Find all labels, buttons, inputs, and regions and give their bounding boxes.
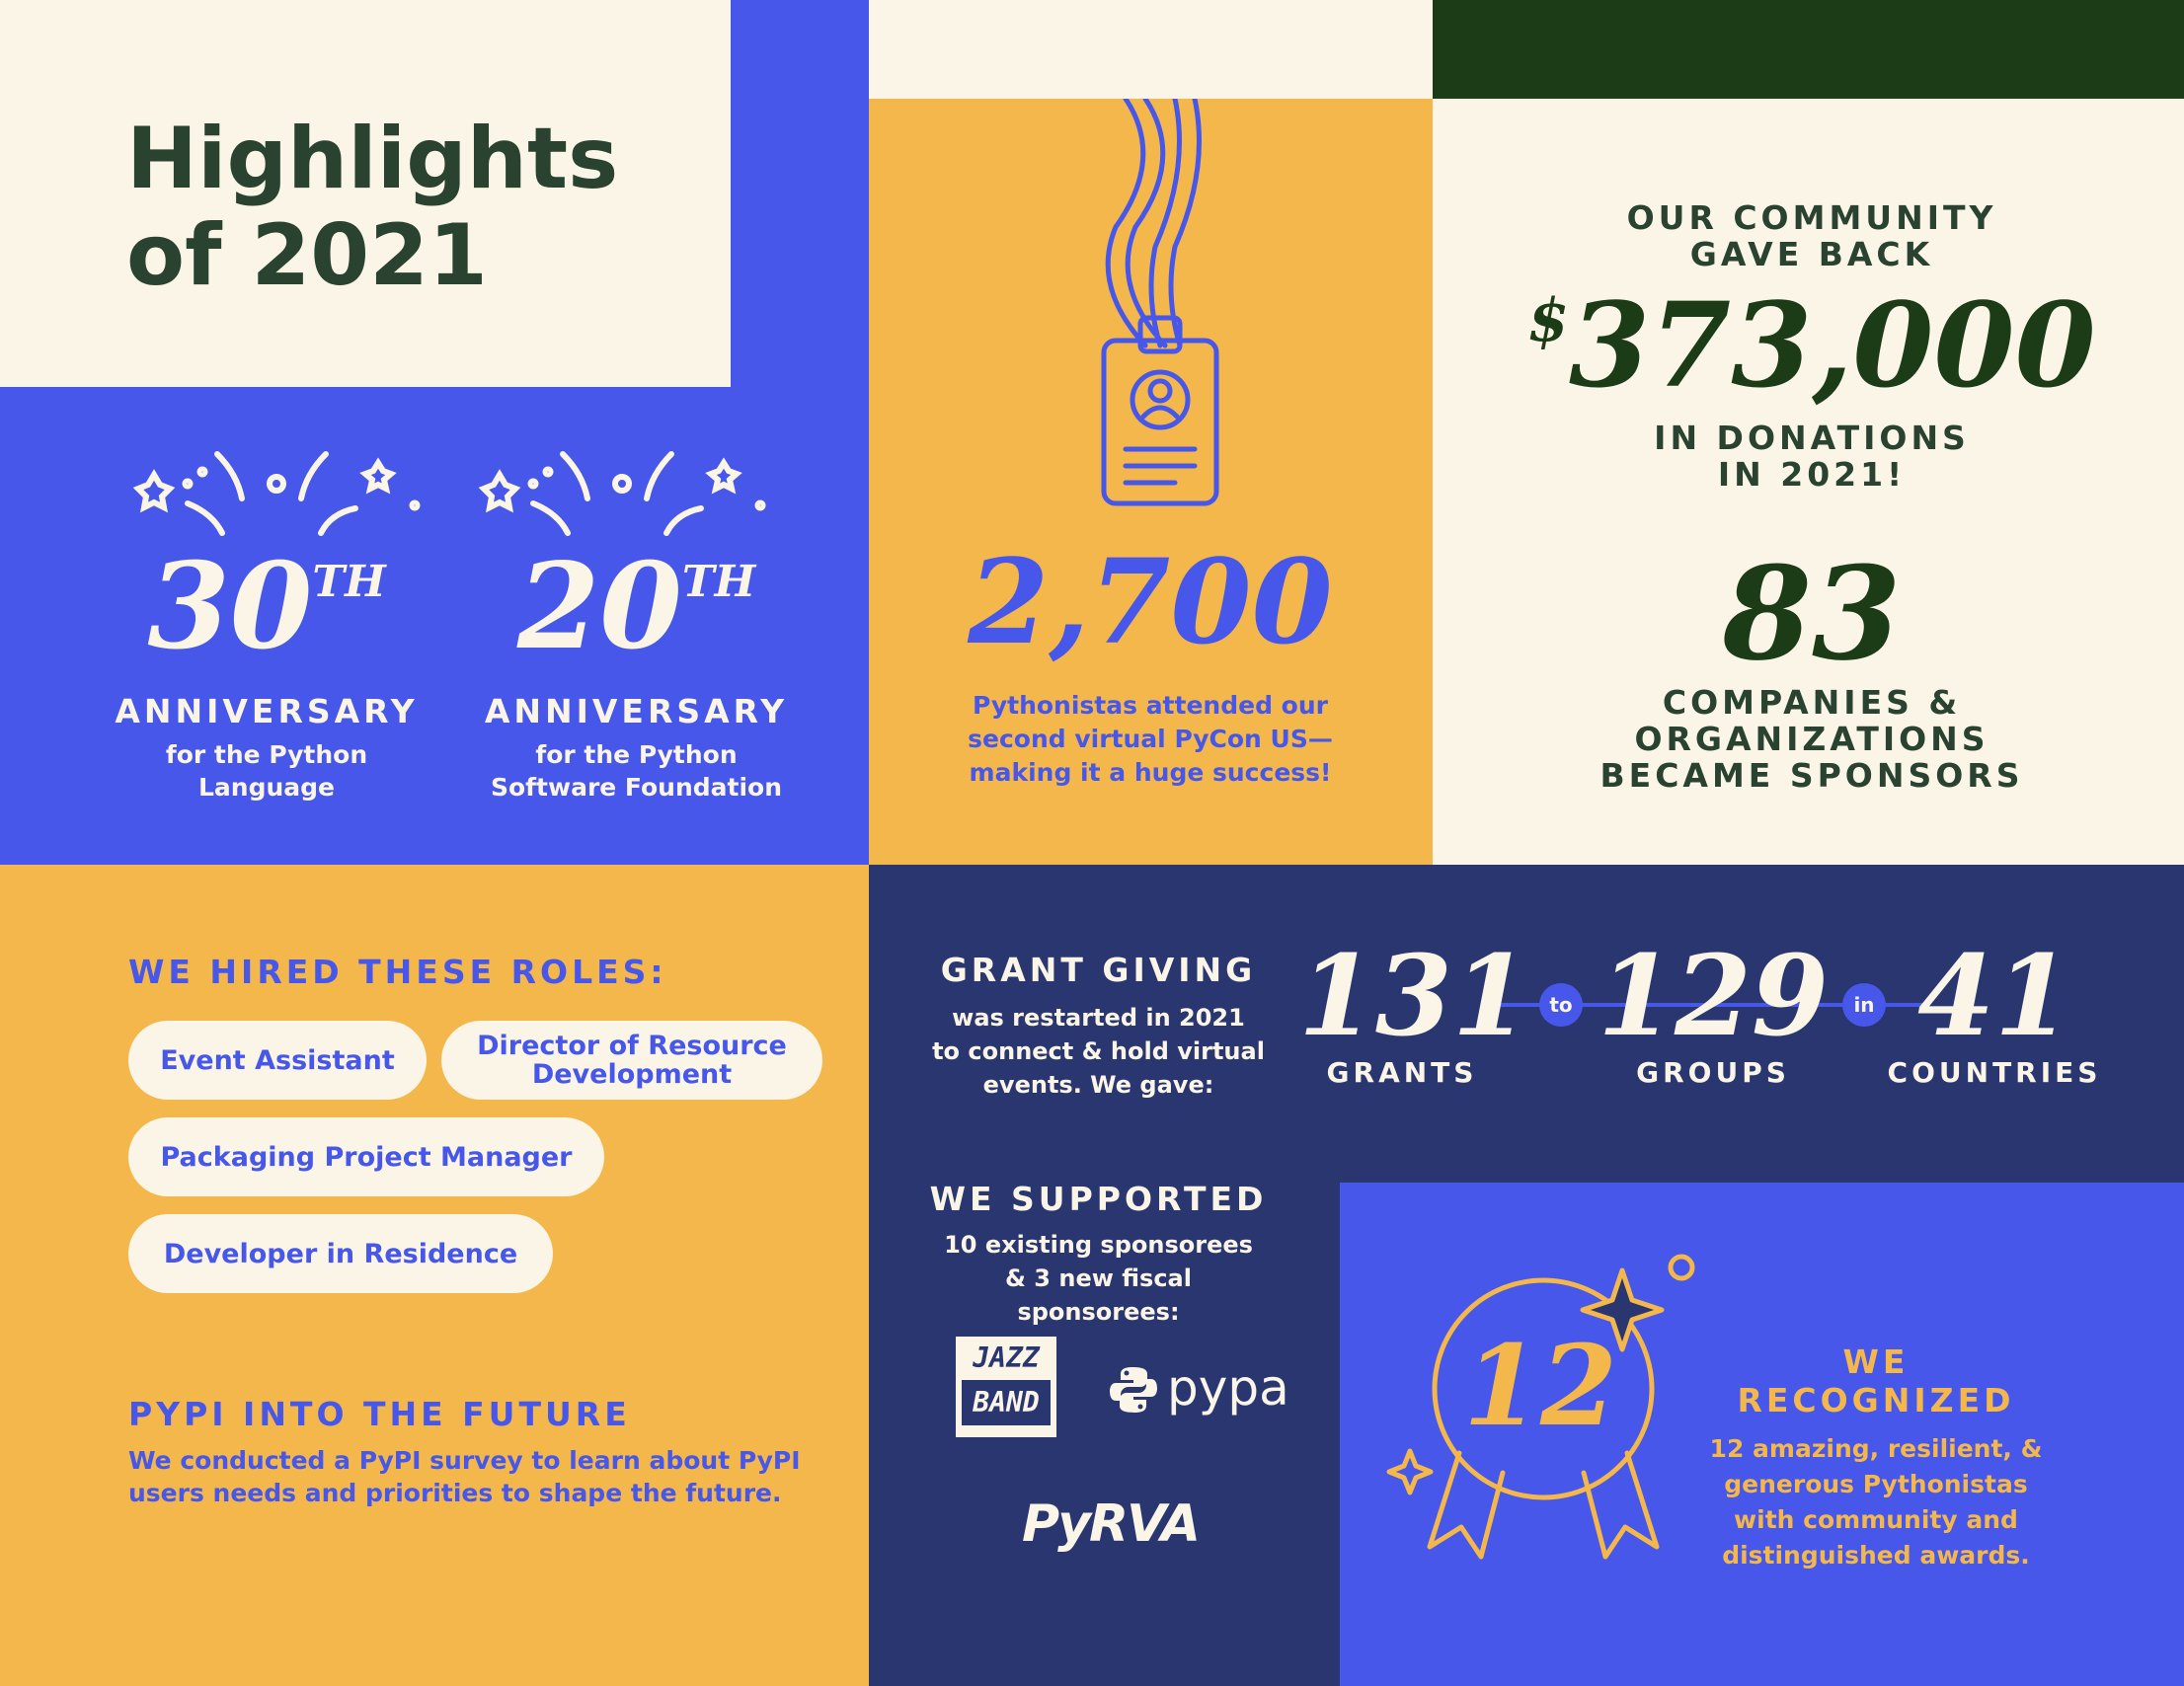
- anniversary-desc-line2: Language: [197, 773, 335, 802]
- anniversary-desc-line1: for the Python: [535, 740, 738, 769]
- pyrva-logo: PyRVA: [1022, 1494, 1201, 1554]
- anniversary-desc-line1: for the Python: [165, 740, 368, 769]
- grants-heading: GRANT GIVING: [940, 951, 1257, 989]
- pypi-desc-line2: users needs and priorities to shape the …: [128, 1479, 782, 1507]
- recognized-panel: [1340, 1183, 2184, 1686]
- recognized-number: 12: [1463, 1322, 1617, 1451]
- pypi-heading: PYPI INTO THE FUTURE: [128, 1395, 631, 1433]
- recognized-desc-line1: 12 amazing, resilient, &: [1709, 1434, 2043, 1463]
- role-pill-packaging-project-manager: Packaging Project Manager: [128, 1117, 604, 1196]
- countries-stat-number: 41: [1917, 932, 2071, 1061]
- sponsors-number: 83: [1722, 538, 1902, 689]
- pycon-attendees-number: 2,700: [968, 533, 1333, 670]
- pycon-desc-line3: making it a huge success!: [969, 758, 1332, 787]
- recognized-desc-line2: generous Pythonistas: [1724, 1470, 2028, 1498]
- blue-top-strip: [731, 0, 869, 387]
- grants-stat-label: GRANTS: [1326, 1056, 1478, 1089]
- role-pill-developer-in-residence: Developer in Residence: [128, 1214, 553, 1293]
- pycon-desc-line2: second virtual PyCon US—: [968, 725, 1333, 753]
- sponsors-text: COMPANIES & ORGANIZATIONS BECAME SPONSOR…: [1481, 684, 2143, 794]
- award-ribbon-icon: [1386, 1254, 1695, 1560]
- title-panel: [0, 0, 731, 387]
- python-logo-icon: [1110, 1367, 1157, 1413]
- sponsors-line1: COMPANIES &: [1662, 683, 1962, 722]
- pypa-logo-text: pypa: [1167, 1359, 1289, 1417]
- pycon-desc-line1: Pythonistas attended our: [973, 691, 1328, 720]
- supported-desc-line2: & 3 new fiscal sponsorees:: [1005, 1264, 1192, 1326]
- donations-outro-line2: IN 2021!: [1717, 455, 1907, 494]
- connector-to-badge: to: [1539, 983, 1583, 1027]
- anniversary-label: ANNIVERSARY: [484, 692, 789, 730]
- jazzband-logo-top: JAZZ: [973, 1341, 1040, 1374]
- supported-intro: WE SUPPORTED 10 existing sponsorees & 3 …: [928, 1180, 1269, 1329]
- anniversary-30: 30TH ANNIVERSARY for the Python Language: [109, 537, 425, 803]
- grants-stat-number: 131: [1298, 932, 1529, 1061]
- recognized-text: WE RECOGNIZED 12 amazing, resilient, & g…: [1698, 1342, 2054, 1573]
- currency-symbol: $: [1527, 286, 1570, 355]
- supported-desc-line1: 10 existing sponsorees: [944, 1231, 1253, 1259]
- grants-intro: GRANT GIVING was restarted in 2021 to co…: [928, 951, 1269, 1102]
- donations-amount: $373,000: [1481, 281, 2143, 410]
- anniversary-label: ANNIVERSARY: [115, 692, 419, 730]
- page-title-line2: of 2021: [126, 206, 488, 305]
- anniversary-20: 20TH ANNIVERSARY for the Python Software…: [466, 537, 807, 803]
- donations-amount-value: 373,000: [1569, 276, 2096, 414]
- recognized-desc-line4: distinguished awards.: [1722, 1541, 2030, 1570]
- fireworks-icon: [132, 451, 421, 536]
- supported-heading: WE SUPPORTED: [929, 1180, 1268, 1218]
- donations-intro: OUR COMMUNITY GAVE BACK: [1481, 199, 2143, 272]
- jazzband-logo-bottom: BAND: [962, 1380, 1051, 1425]
- grants-connector-line: [1491, 1003, 1925, 1007]
- recognized-desc-line3: with community and: [1734, 1505, 2018, 1534]
- groups-stat-number: 129: [1598, 932, 1829, 1061]
- page-title-line1: Highlights: [126, 110, 619, 208]
- pypi-description: We conducted a PyPI survey to learn abou…: [128, 1444, 801, 1509]
- groups-stat: 129 GROUPS: [1595, 932, 1832, 1090]
- grants-desc-line3: events. We gave:: [982, 1071, 1214, 1099]
- countries-stat-label: COUNTRIES: [1887, 1056, 2102, 1089]
- anniversary-suffix: TH: [681, 557, 756, 607]
- conference-badge-icon: [1101, 99, 1219, 506]
- connector-in-badge: in: [1842, 983, 1886, 1027]
- top-cream-strip: [869, 0, 1433, 99]
- pypi-desc-line1: We conducted a PyPI survey to learn abou…: [128, 1446, 801, 1475]
- sponsors-line2: ORGANIZATIONS: [1634, 720, 1989, 758]
- recognized-heading: WE RECOGNIZED: [1737, 1342, 2015, 1419]
- pycon-description: Pythonistas attended our second virtual …: [928, 689, 1372, 790]
- donations-outro-line1: IN DONATIONS: [1654, 419, 1970, 457]
- role-pill-director-resource-development: Director of Resource Development: [441, 1021, 822, 1100]
- jazzband-logo: JAZZ BAND: [956, 1337, 1056, 1437]
- sponsors-line3: BECAME SPONSORS: [1599, 756, 2024, 795]
- fireworks-icon: [478, 451, 766, 536]
- anniversary-number: 20TH: [516, 537, 756, 676]
- donations-panel: [1433, 99, 2184, 865]
- countries-stat: 41 COUNTRIES: [1886, 932, 2103, 1090]
- anniversary-number: 30TH: [147, 537, 386, 676]
- donations-intro-line2: GAVE BACK: [1689, 235, 1934, 273]
- grants-desc-line2: to connect & hold virtual: [932, 1037, 1265, 1065]
- anniversary-suffix: TH: [312, 557, 386, 607]
- top-green-strip: [1433, 0, 2184, 99]
- donations-intro-line1: OUR COMMUNITY: [1626, 198, 1997, 237]
- grants-desc-line1: was restarted in 2021: [952, 1004, 1245, 1032]
- donations-outro: IN DONATIONS IN 2021!: [1481, 420, 2143, 493]
- hiring-heading: WE HIRED THESE ROLES:: [128, 953, 667, 991]
- page-title: Highlights of 2021: [126, 111, 618, 304]
- groups-stat-label: GROUPS: [1636, 1056, 1790, 1089]
- role-pill-event-assistant: Event Assistant: [128, 1021, 427, 1100]
- grants-stat: 131 GRANTS: [1298, 932, 1529, 1090]
- anniversary-desc-line2: Software Foundation: [490, 773, 783, 802]
